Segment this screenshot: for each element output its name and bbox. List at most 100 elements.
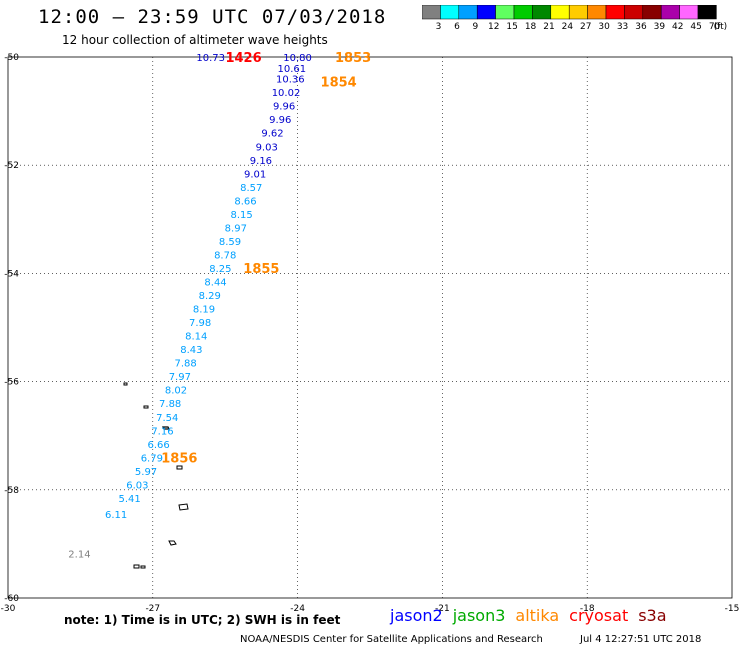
swh-value: 7.88 [159,399,181,410]
axis-tick-labels: -30 -27 -24 -21 -18 -15 -50 -52 -54 -56 -58 -60 [1,53,740,614]
credit-line: NOAA/NESDIS Center for Satellite Applica… [240,634,543,645]
colorbar-tick-label: 3 [435,22,442,32]
map-border [7,56,733,599]
colorbar-tick-label: 21 [543,22,555,32]
colorbar-labels: 3 6 9 12 15 18 21 24 27 30 33 36 39 42 45 70 (ft) [422,22,740,36]
colorbar-swatch [697,5,717,20]
swh-value: 9.03 [256,142,278,153]
island-outline [133,564,140,569]
swh-value: 8.44 [204,278,226,289]
latitude-label: -52 [4,161,19,171]
longitude-label: -27 [145,604,160,614]
pass-time: 1853 [335,51,371,66]
swh-value: 10.61 [277,64,306,75]
swh-value: 8.66 [234,196,256,207]
latitude-label: -58 [4,486,19,496]
colorbar-tick-label: 15 [506,22,518,32]
generation-timestamp: Jul 4 12:27:51 UTC 2018 [580,634,702,645]
grid-lines [8,57,732,598]
pass-time: 1856 [161,451,197,466]
swh-value: 8.59 [219,237,241,248]
swh-value: 6.79 [141,453,163,464]
swh-value: 9.62 [261,129,283,140]
island-outline [162,426,170,430]
swh-value: 8.19 [193,305,215,316]
satellite-legend-item: s3a [638,606,667,625]
swh-value: 6.03 [126,480,148,491]
colorbar-tick-label: 39 [653,22,666,32]
colorbar-tick-label: 18 [524,22,537,32]
map-subtitle: 12 hour collection of altimeter wave hei… [62,33,328,47]
satellite-legend-item: altika [515,606,560,625]
swh-value: 7.16 [151,426,173,437]
colorbar-tick-label: 12 [488,22,500,32]
swh-value: 5.41 [118,494,140,505]
swh-value: 8.29 [199,291,221,302]
south-sandwich-islands [123,382,189,569]
island-outline [140,565,146,569]
swh-value: 10.73 [196,53,225,64]
swh-value: 9.96 [269,115,291,126]
swh-value: 2.14 [68,550,90,561]
pass-time: 1854 [321,75,357,90]
colorbar-unit: (ft) [713,22,728,32]
swh-value: 8.43 [180,345,202,356]
satellite-legend-item: jason3 [452,606,506,625]
swh-value: 7.97 [169,372,191,383]
latitude-label: -54 [4,269,19,279]
swh-value: 7.88 [174,359,196,370]
swh-value: 10.80 [283,53,312,64]
swh-value: 8.97 [225,223,247,234]
longitude-label: -21 [435,604,450,614]
swh-value: 6.66 [147,440,169,451]
satellite-legend-item: jason2 [390,606,443,625]
swh-value: 9.16 [250,156,272,167]
swh-value: 6.11 [105,510,127,521]
swh-value: 7.54 [156,413,178,424]
swh-value: 7.98 [189,318,211,329]
wave-height-colorbar [422,5,717,20]
pass-time-labels: 1426 1853 1854 1855 1856 [161,51,371,466]
swh-value: 9.01 [244,169,266,180]
swh-value: 5.97 [135,467,157,478]
map-title: 12:00 — 23:59 UTC 07/03/2018 [38,6,387,28]
colorbar-tick-label: 27 [580,22,592,32]
colorbar-tick-label: 24 [561,22,574,32]
units-note: note: 1) Time is in UTC; 2) SWH is in fe… [64,613,341,627]
latitude-label: -56 [4,378,19,388]
swh-value: 8.02 [165,386,187,397]
island-outline [176,465,183,470]
swh-value: 9.96 [273,102,295,113]
colorbar-tick-label: 45 [690,22,702,32]
swh-value: 8.15 [230,210,252,221]
pass-time: 1855 [243,262,279,277]
colorbar-tick-label: 36 [635,22,647,32]
island-outline [143,405,149,409]
longitude-label: -30 [1,604,16,614]
swh-value: 8.25 [209,264,231,275]
longitude-label: -18 [580,604,595,614]
colorbar-tick-label: 70 [708,22,721,32]
colorbar-tick-label: 42 [672,22,684,32]
colorbar-tick-label: 9 [472,22,479,32]
satellite-legend: jason2 jason3 altika cryosat s3a [390,606,677,625]
longitude-label: -24 [290,604,305,614]
swh-value: 10.36 [276,75,305,86]
latitude-label: -50 [4,53,19,63]
island-outline [168,540,177,546]
pass-time: 1426 [225,51,261,66]
swh-value: 8.78 [214,250,236,261]
swh-value: 10.02 [272,88,301,99]
map-frame [7,56,733,599]
latitude-label: -60 [4,594,19,604]
island-outline [123,382,128,386]
swh-value: 8.14 [185,332,207,343]
satellite-legend-item: cryosat [569,606,629,625]
colorbar-tick-label: 33 [616,22,629,32]
colorbar-tick-label: 6 [454,22,460,32]
colorbar-tick-label: 30 [598,22,610,32]
island-outline [178,503,189,511]
swh-value: 8.57 [240,183,262,194]
